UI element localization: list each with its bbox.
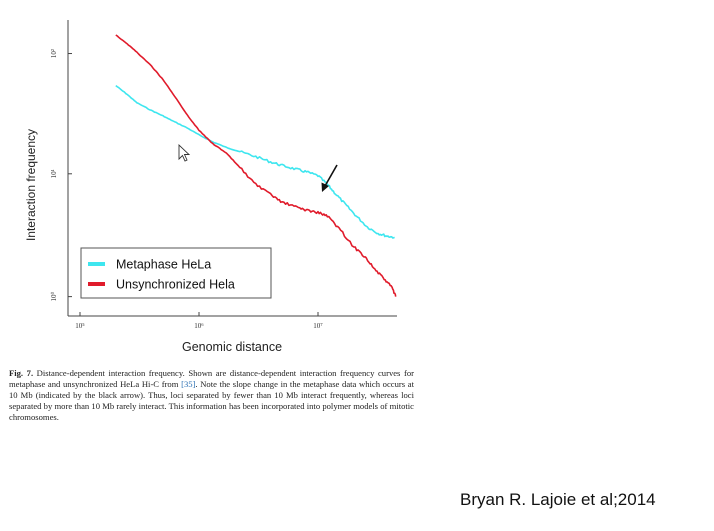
caption-text-part-2: . Note the slope change in the metaphase… xyxy=(9,379,414,422)
y-axis-label: Interaction frequency xyxy=(24,129,38,241)
chart: Interaction frequency Genomic distance 1… xyxy=(24,20,397,354)
caption-figure-number: Fig. 7. xyxy=(9,368,34,378)
arrow-head xyxy=(321,182,329,192)
y-tick-label-2: 10² xyxy=(50,49,58,58)
y-tick-label-0: 10⁰ xyxy=(50,292,58,302)
figure-caption: Fig. 7. Distance-dependent interaction f… xyxy=(9,368,414,423)
series-layer xyxy=(115,34,397,297)
mouse-cursor-icon xyxy=(178,143,191,162)
legend-label-unsynchronized: Unsynchronized Hela xyxy=(116,278,235,292)
series-line-metaphase xyxy=(115,84,395,239)
x-tick-label-2: 10⁷ xyxy=(313,322,323,330)
legend: Metaphase HeLa Unsynchronized Hela xyxy=(80,247,272,299)
x-axis-label: Genomic distance xyxy=(182,340,282,354)
slope-change-arrow xyxy=(321,164,338,192)
legend-label-metaphase: Metaphase HeLa xyxy=(116,258,211,272)
y-tick-label-1: 10¹ xyxy=(50,169,58,178)
ticks: 10⁵ 10⁶ 10⁷ 10⁰ 10¹ 10² xyxy=(50,49,323,330)
x-tick-label-0: 10⁵ xyxy=(75,322,85,330)
citation-credit: Bryan R. Lajoie et al;2014 xyxy=(460,490,656,509)
arrow-icon xyxy=(324,164,338,187)
x-tick-label-1: 10⁶ xyxy=(194,322,204,330)
series-line-unsynchronized xyxy=(115,34,397,297)
caption-reference-link[interactable]: [35] xyxy=(181,379,196,389)
caption-text-part-1: Distance-dependent interaction frequency… xyxy=(9,368,414,389)
